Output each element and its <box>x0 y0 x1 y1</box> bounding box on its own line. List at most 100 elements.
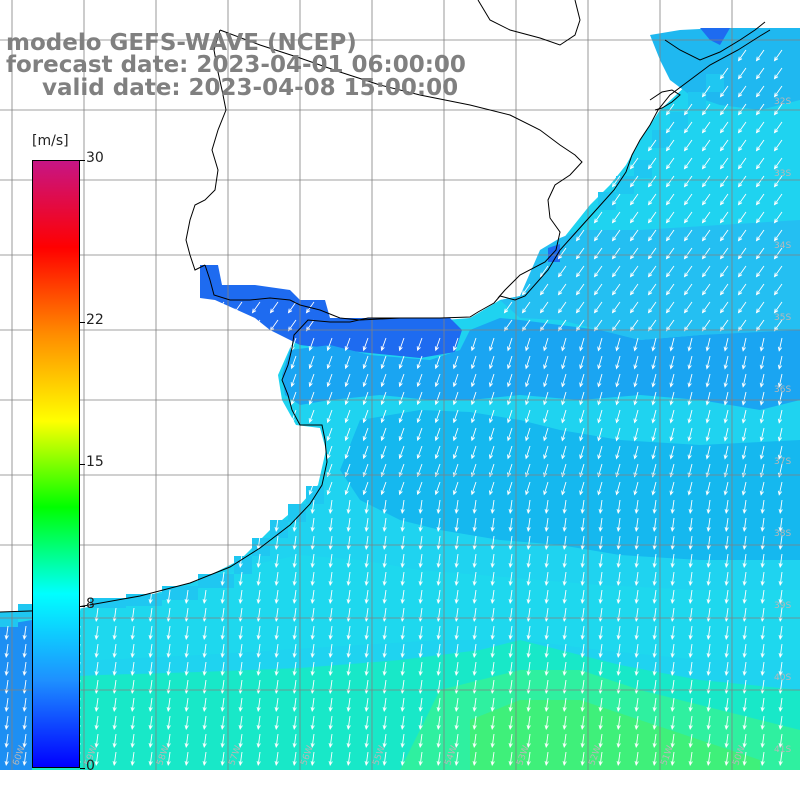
wind-arrow <box>346 589 351 604</box>
wind-arrow <box>706 697 711 712</box>
wind-arrow <box>719 247 729 260</box>
wind-arrow <box>737 175 747 188</box>
wind-arrow <box>597 355 603 370</box>
wind-arrow <box>416 355 423 370</box>
wind-arrow <box>651 463 657 478</box>
wind-arrow <box>724 643 729 658</box>
wind-arrow <box>310 571 315 586</box>
wind-arrow <box>755 301 765 314</box>
ocean-cell <box>652 130 670 148</box>
wind-arrow <box>737 211 747 224</box>
wind-arrow <box>634 589 639 604</box>
wind-arrow <box>688 751 693 766</box>
wind-arrow <box>683 175 693 188</box>
wind-arrow <box>688 697 693 712</box>
wind-arrow <box>292 751 297 766</box>
wind-arrow <box>418 499 423 514</box>
wind-arrow <box>562 697 567 712</box>
wind-arrow <box>382 661 387 676</box>
wind-arrow <box>184 661 189 676</box>
wind-arrow <box>22 733 27 748</box>
wind-arrow <box>652 733 657 748</box>
wind-arrow <box>575 283 585 296</box>
ocean-cell <box>90 598 126 608</box>
wind-arrow <box>452 373 459 388</box>
wind-arrow <box>557 265 567 278</box>
wind-arrow <box>742 535 747 550</box>
wind-arrow <box>238 661 243 676</box>
wind-arrow <box>544 643 549 658</box>
wind-arrow <box>543 391 549 406</box>
wind-arrow <box>598 715 603 730</box>
wind-arrow <box>274 589 279 604</box>
wind-arrow <box>202 625 207 640</box>
wind-arrow <box>543 427 549 442</box>
wind-arrow <box>220 733 225 748</box>
colorbar-tick-label: 0 <box>86 758 95 774</box>
wind-arrow <box>490 661 495 676</box>
wind-arrow <box>416 481 423 496</box>
wind-arrow <box>683 139 693 152</box>
wind-arrow <box>737 121 747 134</box>
wind-arrow <box>724 715 729 730</box>
wind-arrow <box>452 337 459 352</box>
wind-arrow <box>328 661 333 676</box>
wind-arrow <box>683 157 693 170</box>
wind-arrow <box>398 373 405 388</box>
wind-arrow <box>472 553 477 568</box>
wind-arrow <box>706 535 711 550</box>
wind-arrow <box>274 751 279 766</box>
wind-arrow <box>238 643 243 658</box>
wind-arrow <box>202 697 207 712</box>
wind-arrow <box>760 661 765 676</box>
wind-arrow <box>434 409 441 424</box>
wind-arrow <box>760 553 765 568</box>
wind-arrow <box>434 337 441 352</box>
wind-arrow <box>362 445 369 460</box>
wind-arrow <box>562 499 567 514</box>
wind-arrow <box>308 337 315 352</box>
wind-arrow <box>436 751 441 766</box>
wind-arrow <box>508 553 513 568</box>
wind-arrow <box>238 697 243 712</box>
wind-arrow <box>22 715 27 730</box>
wind-arrow <box>579 355 585 370</box>
wind-arrow <box>611 247 621 260</box>
wind-arrow <box>724 517 729 532</box>
wind-arrow <box>436 733 441 748</box>
wind-arrow <box>778 697 783 712</box>
wind-arrow <box>755 121 765 134</box>
wind-arrow <box>737 157 747 170</box>
wind-arrow <box>778 535 783 550</box>
wind-arrow <box>737 319 747 332</box>
ocean-cell <box>688 92 706 110</box>
wind-arrow <box>382 553 387 568</box>
wind-arrow <box>629 301 639 314</box>
wind-arrow <box>719 139 729 152</box>
wind-arrow <box>580 589 585 604</box>
wind-arrow <box>777 427 783 442</box>
wind-arrow <box>687 445 693 460</box>
wind-arrow <box>683 103 693 116</box>
wind-arrow <box>737 103 747 116</box>
wind-arrow <box>292 625 297 640</box>
wind-arrow <box>346 499 351 514</box>
wind-arrow <box>380 355 387 370</box>
wind-arrow <box>688 499 693 514</box>
wind-arrow <box>579 481 585 496</box>
latitude-label: 39S <box>774 601 791 611</box>
wind-arrow <box>593 283 603 296</box>
wind-arrow <box>166 661 171 676</box>
colorbar-unit: [m/s] <box>32 133 69 149</box>
wind-arrow <box>598 625 603 640</box>
wind-arrow <box>652 499 657 514</box>
wind-arrow <box>760 751 765 766</box>
wind-arrow <box>705 373 711 388</box>
wind-arrow <box>670 553 675 568</box>
wind-arrow <box>719 229 729 242</box>
wind-arrow <box>364 571 369 586</box>
wind-arrow <box>773 319 783 332</box>
wind-arrow <box>665 121 675 134</box>
wind-arrow <box>723 463 729 478</box>
wind-arrow <box>488 445 495 460</box>
